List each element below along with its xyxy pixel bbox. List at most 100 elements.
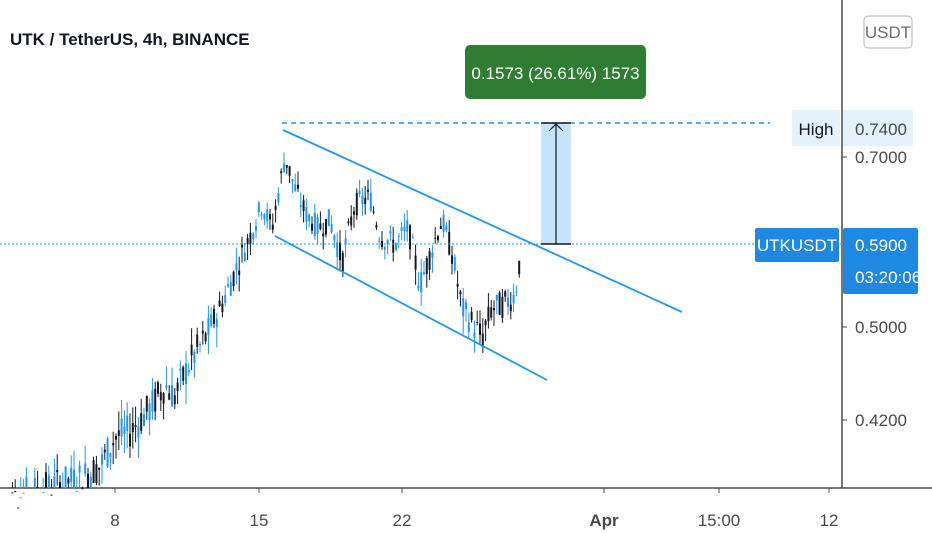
candle-body [333, 235, 336, 241]
candle-body [185, 363, 187, 384]
candle-body [260, 213, 263, 216]
candle-body [235, 263, 238, 271]
candle-body [291, 179, 294, 182]
candle-body [330, 223, 333, 233]
candle-body [87, 473, 89, 488]
candle-body [490, 307, 493, 318]
candle-body [302, 200, 305, 212]
candle-body [33, 477, 36, 488]
candle-body [229, 282, 232, 296]
candle-body [425, 258, 428, 274]
candle-body [409, 225, 411, 250]
candle-body [397, 235, 400, 237]
candle-body [358, 190, 361, 195]
candle-body [308, 214, 311, 222]
candle-body [313, 212, 316, 237]
candle-body [227, 284, 229, 287]
candle-body [101, 454, 103, 465]
candle-body [241, 244, 243, 248]
candle-body [42, 491, 45, 493]
candle-body [294, 184, 297, 191]
candle-body [465, 302, 467, 310]
candle-body [123, 426, 126, 434]
candle-body [389, 230, 392, 234]
currency-button[interactable] [863, 15, 913, 49]
symbol-label-text: UTKUSDT [757, 236, 837, 255]
candle-body [221, 303, 224, 313]
candle-body [50, 494, 53, 496]
candle-body [218, 300, 221, 307]
last-price-box [843, 228, 918, 294]
candle-body [47, 475, 50, 488]
candle-body [22, 492, 25, 494]
candle-body [395, 243, 397, 250]
candle-body [515, 291, 518, 293]
candle-body [336, 242, 339, 258]
candle-body [350, 216, 353, 226]
candle-body [288, 166, 291, 176]
candle-body [344, 238, 347, 245]
candle-body [383, 247, 386, 250]
candle-body [134, 425, 137, 428]
candle-body [266, 209, 269, 222]
candle-body [504, 291, 507, 297]
candle-body [459, 291, 462, 295]
candle-body [67, 478, 70, 484]
candle-body [36, 486, 39, 488]
candle-body [92, 460, 95, 483]
candle-body [400, 227, 403, 231]
candle-body [392, 239, 395, 253]
candle-body [143, 414, 145, 426]
symbol-label-box [755, 228, 839, 262]
candle-body [257, 202, 260, 213]
high-label-text: High [799, 120, 834, 139]
candle-body [417, 285, 420, 289]
chart-title: UTK / TetherUS, 4h, BINANCE [10, 30, 250, 49]
candle-body [271, 224, 274, 230]
candle-body [112, 443, 115, 446]
candle-body [137, 426, 140, 438]
candle-body [78, 465, 81, 473]
y-tick-label: 0.7000 [855, 148, 907, 167]
candle-body [243, 252, 246, 261]
candle-body [277, 193, 280, 203]
x-tick-label: 12 [820, 511, 839, 530]
candle-body [448, 231, 451, 255]
candle-body [339, 242, 341, 261]
candle-body [487, 306, 490, 322]
candle-body [445, 225, 448, 231]
candle-body [179, 368, 182, 371]
candle-body [285, 165, 288, 168]
candle-body [25, 476, 28, 488]
candle-body [439, 226, 442, 230]
candle-body [403, 226, 406, 231]
high-price-value: 0.7400 [855, 120, 907, 139]
candle-body [453, 257, 456, 271]
candle-series [11, 152, 521, 509]
candle-body [103, 449, 106, 453]
candle-body [414, 255, 417, 270]
candle-body [493, 308, 495, 311]
candle-body [498, 292, 501, 315]
candle-body [89, 476, 92, 488]
candle-body [131, 423, 134, 433]
candle-body [171, 385, 173, 407]
candle-body [476, 322, 479, 324]
candle-body [283, 163, 285, 172]
candle-body [252, 233, 255, 240]
candle-body [70, 467, 73, 483]
channel-upper-line [282, 129, 683, 313]
candle-body [207, 318, 210, 335]
candle-body [428, 251, 431, 270]
candle-body [501, 296, 504, 319]
candle-body [19, 497, 22, 499]
candle-body [442, 214, 445, 232]
candle-body [176, 382, 179, 391]
candle-body [297, 184, 299, 189]
candle-body [11, 492, 14, 494]
candle-body [353, 211, 355, 215]
candle-body [193, 352, 196, 363]
candle-body [512, 294, 515, 304]
